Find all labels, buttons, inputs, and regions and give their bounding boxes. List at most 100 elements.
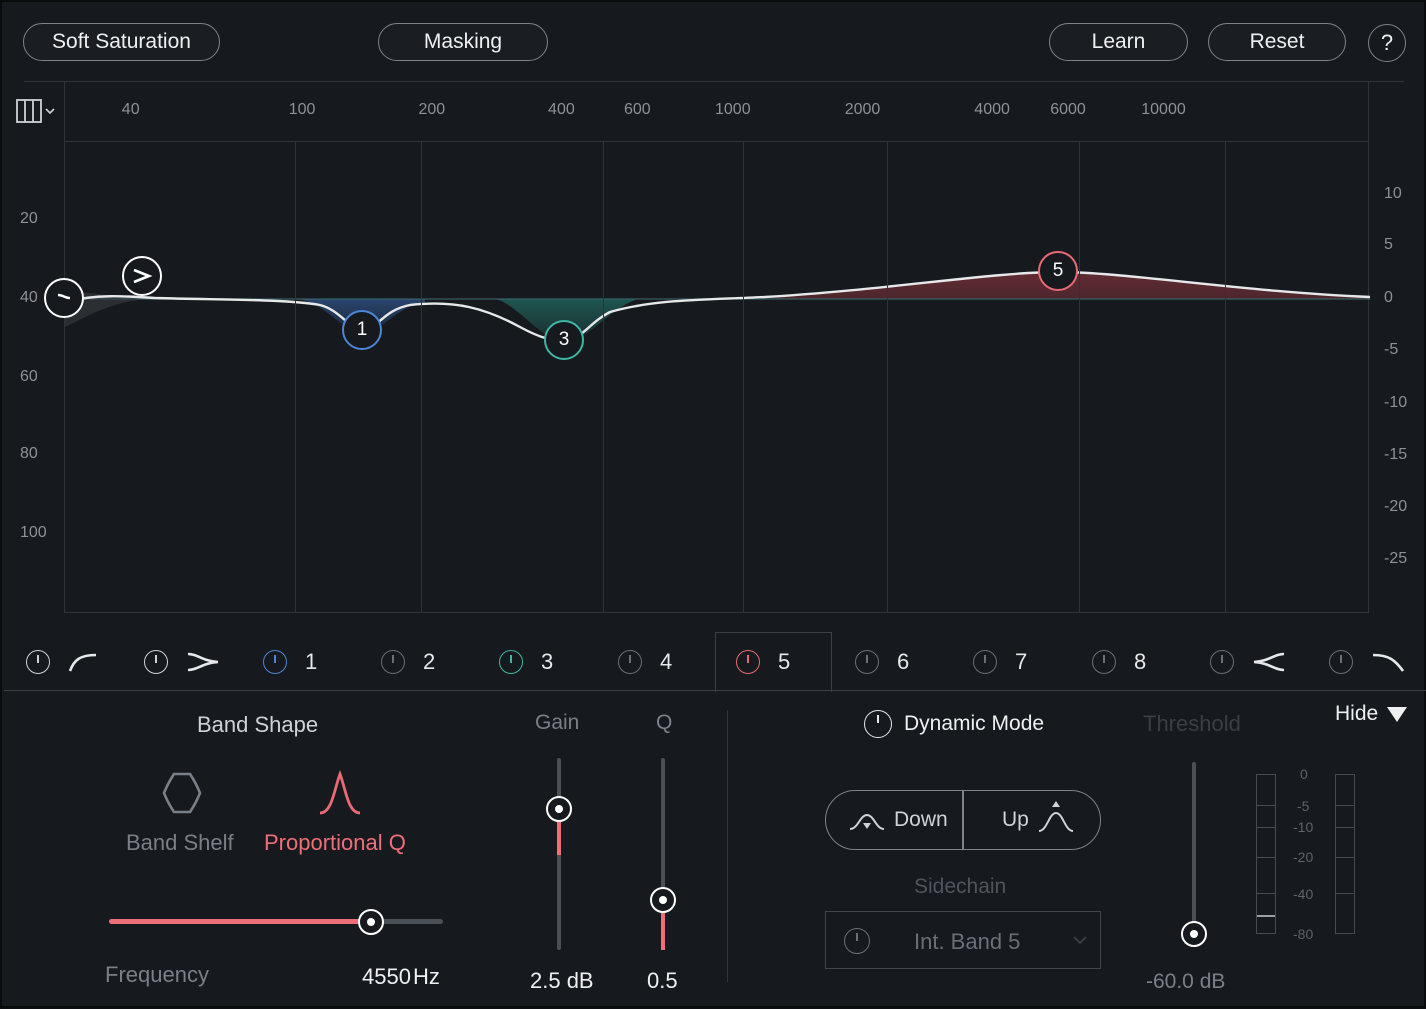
- meter-scale-label: -20: [1293, 849, 1314, 865]
- frequency-tick-label: 2000: [844, 101, 881, 118]
- db-left-label: 80: [20, 445, 38, 462]
- power-icon[interactable]: [973, 649, 997, 674]
- band-tab-label: 6: [897, 648, 910, 674]
- q-value[interactable]: 0.5: [647, 968, 678, 993]
- frequency-tick-label: 4000: [974, 101, 1010, 118]
- down-button[interactable]: Down: [848, 805, 948, 835]
- proportional-q-option[interactable]: Proportional Q: [264, 830, 406, 855]
- band-shape-title: Band Shape: [197, 712, 319, 737]
- power-icon[interactable]: [864, 710, 892, 738]
- power-icon[interactable]: [1329, 649, 1353, 674]
- band-node-3[interactable]: 3: [544, 320, 584, 360]
- grid-line: [603, 142, 604, 612]
- band-low-shelf[interactable]: [144, 633, 220, 690]
- frequency-tick-label: 1000: [715, 101, 751, 118]
- power-icon[interactable]: [855, 649, 879, 674]
- band-tab-1[interactable]: 1: [263, 633, 317, 690]
- band-shelf-icon[interactable]: [160, 770, 204, 821]
- power-icon[interactable]: [144, 649, 168, 674]
- band-tab-5[interactable]: 5: [736, 633, 790, 690]
- frequency-tick-label: 200: [418, 101, 446, 118]
- band-node-1[interactable]: 1: [342, 310, 382, 350]
- power-icon[interactable]: [618, 649, 642, 674]
- frequency-tick-label: 6000: [1050, 101, 1086, 118]
- view-toggle-icon[interactable]: [16, 98, 60, 126]
- gain-slider-thumb[interactable]: [546, 796, 572, 822]
- q-slider-thumb[interactable]: [650, 887, 676, 913]
- frequency-value[interactable]: 4550Hz: [362, 964, 440, 989]
- sidechain-label: Sidechain: [914, 875, 1007, 898]
- frequency-slider-fill: [109, 919, 372, 924]
- hide-button[interactable]: Hide: [1335, 702, 1408, 726]
- band-tab-6[interactable]: 6: [855, 633, 909, 690]
- low-cut-icon: [68, 653, 97, 671]
- db-left-label: 40: [20, 289, 38, 306]
- power-icon[interactable]: [263, 649, 287, 674]
- soft-saturation-button[interactable]: Soft Saturation: [23, 23, 220, 61]
- frequency-tick-label: 40: [121, 101, 140, 118]
- band-high-cut[interactable]: [1329, 633, 1405, 690]
- band-low-cut[interactable]: [26, 633, 98, 690]
- triangle-down-icon: [1387, 707, 1408, 722]
- masking-button[interactable]: Masking: [378, 23, 548, 61]
- dynamic-mode-toggle[interactable]: Dynamic Mode: [864, 710, 1044, 738]
- frequency-tick-label: 400: [548, 101, 575, 118]
- db-right-label: -15: [1384, 446, 1408, 463]
- input-meter: [1256, 774, 1276, 934]
- frequency-slider[interactable]: [109, 919, 443, 924]
- power-icon[interactable]: [736, 649, 760, 674]
- meter-scale-label: 0: [1300, 766, 1308, 782]
- sidechain-select[interactable]: Int. Band 5: [825, 911, 1101, 969]
- power-icon[interactable]: [26, 649, 50, 674]
- gain-value[interactable]: 2.5 dB: [530, 968, 594, 993]
- grid-line: [1225, 142, 1226, 612]
- eq-curve: [65, 270, 1370, 343]
- band-tab-3[interactable]: 3: [499, 633, 553, 690]
- power-icon[interactable]: [844, 928, 870, 954]
- proportional-q-icon[interactable]: [318, 770, 362, 821]
- band-tab-7[interactable]: 7: [973, 633, 1027, 690]
- band-tab-8[interactable]: 8: [1092, 633, 1146, 690]
- band-high-shelf[interactable]: [1210, 633, 1286, 690]
- db-right-label: -25: [1384, 550, 1408, 567]
- learn-button[interactable]: Learn: [1049, 23, 1188, 61]
- band-node-5[interactable]: 5: [1038, 251, 1078, 291]
- frequency-tick-label: 10000: [1141, 101, 1186, 118]
- band-tab-2[interactable]: 2: [381, 633, 435, 690]
- q-slider[interactable]: [661, 758, 665, 950]
- threshold-slider-thumb[interactable]: [1181, 921, 1207, 947]
- reset-button[interactable]: Reset: [1208, 23, 1346, 61]
- band-tab-label: 3: [541, 648, 554, 674]
- threshold-value[interactable]: -60.0 dB: [1146, 970, 1226, 993]
- power-icon[interactable]: [1092, 649, 1116, 674]
- panel-divider: [727, 710, 728, 982]
- power-icon[interactable]: [1210, 649, 1234, 674]
- low-cut-node[interactable]: [44, 278, 84, 318]
- band-tab-label: 4: [660, 648, 673, 674]
- db-left-label: 100: [20, 524, 47, 541]
- gain-slider-fill: [557, 809, 561, 855]
- band-tab-4[interactable]: 4: [618, 633, 672, 690]
- grid-line: [743, 142, 744, 612]
- up-icon: [1038, 801, 1074, 832]
- grid-line: [1079, 142, 1080, 612]
- threshold-slider[interactable]: [1192, 762, 1196, 946]
- eq-graph[interactable]: [64, 141, 1370, 613]
- low-shelf-node[interactable]: [122, 256, 162, 296]
- band-shelf-option[interactable]: Band Shelf: [126, 830, 234, 855]
- db-right-label: -5: [1384, 341, 1399, 358]
- output-meter: [1335, 774, 1355, 934]
- grid-line: [295, 142, 296, 612]
- up-button[interactable]: Up: [1002, 799, 1075, 835]
- power-icon[interactable]: [381, 649, 405, 674]
- power-icon[interactable]: [499, 649, 523, 674]
- high-cut-icon: [1372, 653, 1405, 672]
- dynamic-direction-toggle[interactable]: Down Up: [825, 790, 1101, 850]
- header-divider: [24, 81, 1404, 82]
- band-tab-label: 7: [1015, 648, 1028, 674]
- frequency-slider-thumb[interactable]: [358, 909, 385, 935]
- help-button[interactable]: ?: [1368, 24, 1406, 62]
- frequency-label: Frequency: [105, 962, 209, 987]
- grid-line: [421, 142, 422, 612]
